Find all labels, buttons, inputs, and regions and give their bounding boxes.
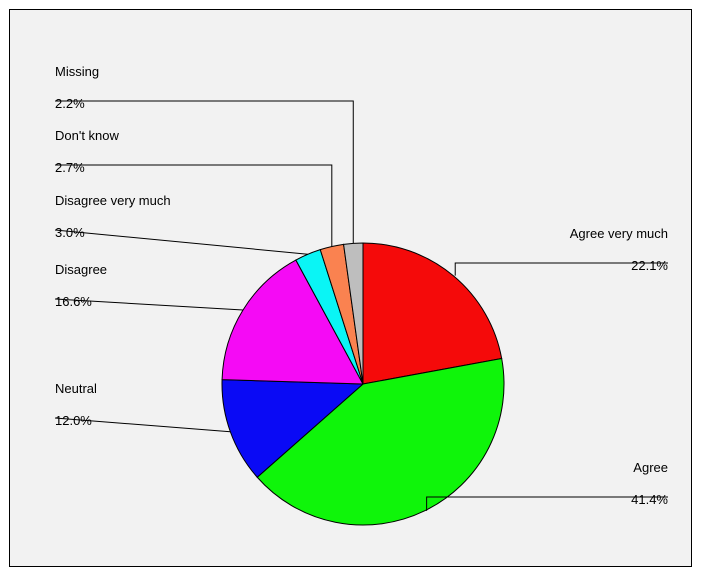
pie-slice-neutral (221, 379, 365, 478)
pie-slice-disagree (221, 259, 364, 385)
slice-label-neutral: Neutral (55, 381, 97, 396)
slice-value-neutral: 12.0% (55, 413, 92, 428)
slice-value-don-t-know: 2.7% (55, 160, 85, 175)
leader-line-disagree (54, 298, 244, 311)
slice-value-disagree: 16.6% (55, 294, 92, 309)
slice-value-disagree-very-much: 3.0% (55, 225, 85, 240)
leader-line-neutral (54, 417, 231, 433)
slice-label-agree-very-much: Agree very much (570, 226, 668, 241)
leader-line-missing (55, 100, 354, 244)
leader-line-agree-very-much (454, 262, 668, 276)
slice-label-don-t-know: Don't know (55, 128, 120, 143)
slice-label-agree: Agree (633, 460, 668, 475)
leader-line-agree (426, 496, 668, 511)
pie-slice-agree-very-much (362, 242, 503, 385)
slice-value-agree-very-much: 22.1% (631, 258, 668, 273)
slice-label-disagree: Disagree (55, 262, 107, 277)
slice-label-disagree-very-much: Disagree very much (55, 193, 171, 208)
slice-value-missing: 2.2% (55, 96, 85, 111)
pie-slice-agree (256, 357, 505, 526)
pie-chart: Agree very much 22.1% Agree 41.4% Neutral 12.… (54, 64, 668, 526)
chart-frame: Agree very much 22.1% Agree 41.4% Neutral 12.… (9, 9, 692, 567)
leader-line-don-t-know (55, 164, 333, 247)
slice-label-missing: Missing (55, 64, 99, 79)
leader-line-disagree-very-much (54, 229, 308, 255)
slice-value-agree: 41.4% (631, 492, 668, 507)
